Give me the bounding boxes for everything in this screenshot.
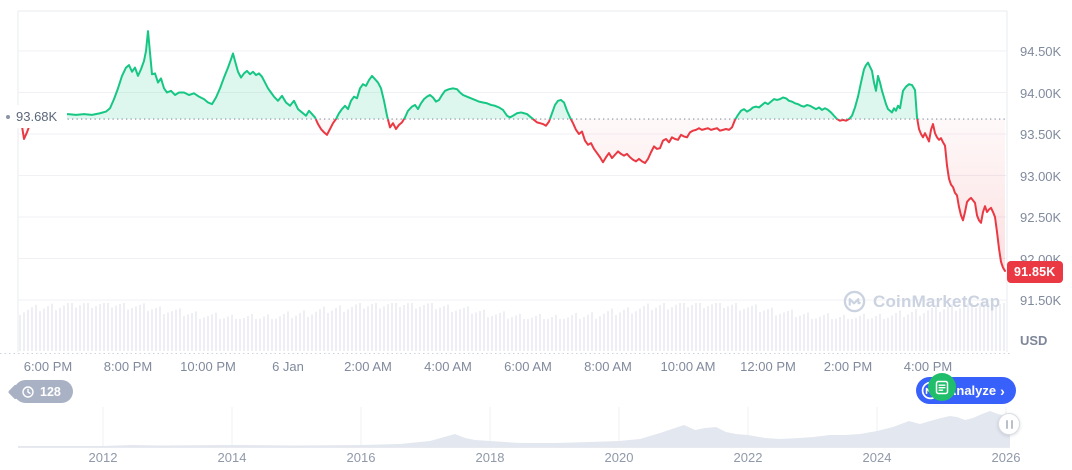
x-axis-tick: 8:00 PM (103, 359, 153, 374)
volume-bars (19, 303, 1005, 351)
x-axis-tick: 4:00 AM (424, 359, 472, 374)
x-axis-tick: 8:00 AM (584, 359, 632, 374)
coinmarketcap-watermark: CoinMarketCap (843, 290, 1000, 313)
timeline-year-tick: 2018 (475, 450, 505, 465)
timeline-year-tick: 2024 (862, 450, 892, 465)
y-axis-tick: 92.50K (1020, 210, 1062, 225)
x-axis-tick: 12:00 PM (740, 359, 796, 374)
y-axis-tick: 93.50K (1020, 127, 1062, 142)
analyze-label: Analyze (947, 383, 997, 398)
timeline-year-tick: 2026 (991, 450, 1021, 465)
document-icon-badge[interactable] (928, 373, 956, 401)
document-icon (935, 380, 949, 394)
price-series-up (20, 30, 919, 120)
baseline-price-label: 93.68K (0, 105, 68, 128)
y-axis-tick: 94.00K (1020, 85, 1062, 101)
timeline-year-tick: 2022 (733, 450, 763, 465)
x-axis-tick: 6 Jan (272, 359, 304, 374)
handle-grip (1010, 419, 1013, 429)
chevron-right-icon: › (1000, 382, 1005, 399)
timeline-minimap[interactable] (18, 407, 1010, 448)
price-series-down (18, 119, 1006, 272)
baseline-dot-icon (6, 114, 10, 119)
history-count-badge[interactable]: 128 (14, 380, 73, 403)
x-axis-tick: 10:00 PM (180, 359, 236, 374)
x-axis-tick: 6:00 PM (23, 359, 73, 374)
x-axis-tick: 2:00 PM (823, 359, 873, 374)
history-clock-icon (22, 385, 34, 398)
x-axis-tick: 10:00 AM (660, 359, 716, 374)
history-count: 128 (40, 384, 61, 399)
x-axis-tick: 2:00 AM (344, 359, 392, 374)
baseline-price-value: 93.68K (16, 109, 58, 124)
timeline-year-tick: 2016 (346, 450, 376, 465)
y-axis-tick: 94.50K (1020, 44, 1062, 59)
y-axis-tick: 91.50K (1020, 293, 1062, 308)
coinmarketcap-logo-icon (843, 290, 866, 313)
watermark-text: CoinMarketCap (873, 291, 1001, 311)
x-axis-tick: 6:00 AM (504, 359, 552, 374)
timeline-year-tick: 2012 (88, 450, 118, 465)
handle-grip (1005, 419, 1008, 429)
timeline-year-tick: 2014 (217, 450, 247, 465)
y-axis-unit: USD (1020, 333, 1048, 348)
y-axis-tick: 93.00K (1020, 168, 1062, 184)
timeline-year-tick: 2020 (604, 450, 634, 465)
timeline-drag-handle[interactable] (998, 413, 1020, 435)
current-price-badge: 91.85K (1007, 261, 1063, 283)
x-axis-tick: 4:00 PM (903, 359, 953, 374)
